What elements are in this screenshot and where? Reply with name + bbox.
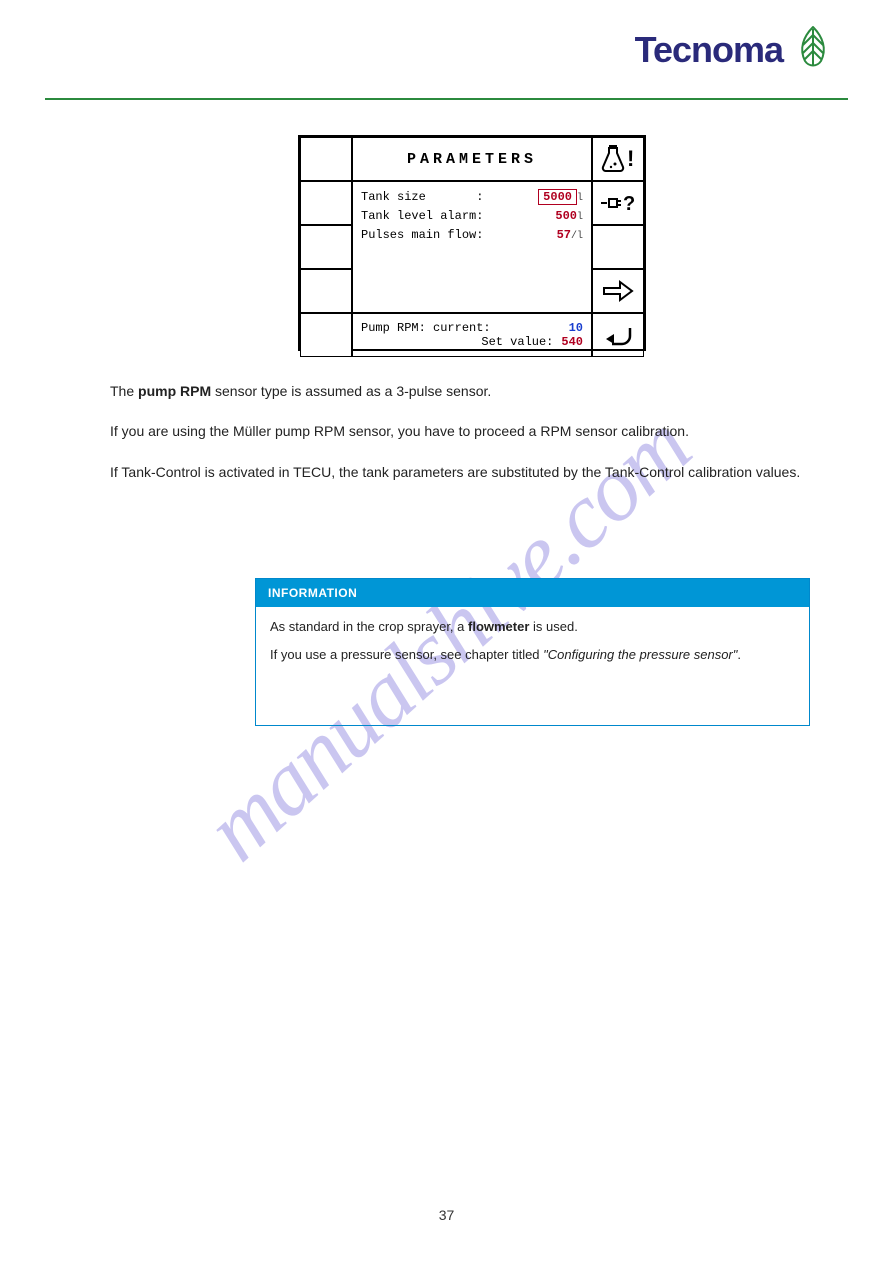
paragraph-3: If Tank-Control is activated in TECU, th…: [110, 461, 813, 483]
pump-current-label: Pump RPM: current:: [361, 321, 491, 335]
param-label: Tank level alarm:: [361, 207, 483, 226]
left-cell-3: [300, 225, 352, 269]
plug-question-icon[interactable]: ?: [592, 181, 644, 225]
param-value: 500l: [555, 207, 583, 226]
left-cell-5: [300, 313, 352, 357]
brand-logo: Tecnoma: [635, 25, 833, 76]
right-cell-3: [592, 225, 644, 269]
param-row-pulses: Pulses main flow: 57/l: [361, 226, 583, 245]
flask-alert-icon[interactable]: !: [592, 137, 644, 181]
arrow-right-icon[interactable]: [592, 269, 644, 313]
param-label: Tank size :: [361, 188, 483, 207]
svg-text:!: !: [627, 146, 634, 171]
undo-icon[interactable]: [592, 313, 644, 357]
param-value: 5000l: [538, 188, 583, 207]
information-body: As standard in the crop sprayer, a flowm…: [256, 607, 809, 682]
info-line-1: As standard in the crop sprayer, a flowm…: [270, 617, 795, 637]
left-cell-4: [300, 269, 352, 313]
leaf-icon: [793, 25, 833, 76]
left-cell-1: [300, 137, 352, 181]
paragraph-2: If you are using the Müller pump RPM sen…: [110, 420, 813, 442]
parameters-screen: PARAMETERS Tank size : 5000l Tank level …: [298, 135, 646, 351]
param-row-tank-alarm: Tank level alarm: 500l: [361, 207, 583, 226]
pump-set-label: Set value:: [361, 335, 553, 349]
screen-content: Tank size : 5000l Tank level alarm: 500l…: [352, 181, 592, 313]
param-label: Pulses main flow:: [361, 226, 483, 245]
pump-set-row: Set value: 540: [361, 335, 583, 349]
pump-current-value: 10: [569, 321, 583, 335]
screen-title: PARAMETERS: [352, 137, 592, 181]
pump-current-row: Pump RPM: current: 10: [361, 321, 583, 335]
info-line-2: If you use a pressure sensor, see chapte…: [270, 645, 795, 665]
svg-text:?: ?: [623, 193, 635, 215]
paragraph-1: The pump RPM sensor type is assumed as a…: [110, 380, 813, 402]
param-value: 57/l: [557, 226, 583, 245]
body-text: The pump RPM sensor type is assumed as a…: [110, 380, 813, 501]
page-header: Tecnoma: [0, 0, 893, 100]
information-box: INFORMATION As standard in the crop spra…: [255, 578, 810, 726]
pump-set-value: 540: [561, 335, 583, 349]
brand-name: Tecnoma: [635, 29, 783, 71]
pump-rpm-panel: Pump RPM: current: 10 Set value: 540: [352, 313, 592, 357]
information-header: INFORMATION: [256, 579, 809, 607]
header-divider: [45, 98, 848, 100]
left-cell-2: [300, 181, 352, 225]
page-number: 37: [0, 1207, 893, 1223]
param-row-tank-size: Tank size : 5000l: [361, 188, 583, 207]
